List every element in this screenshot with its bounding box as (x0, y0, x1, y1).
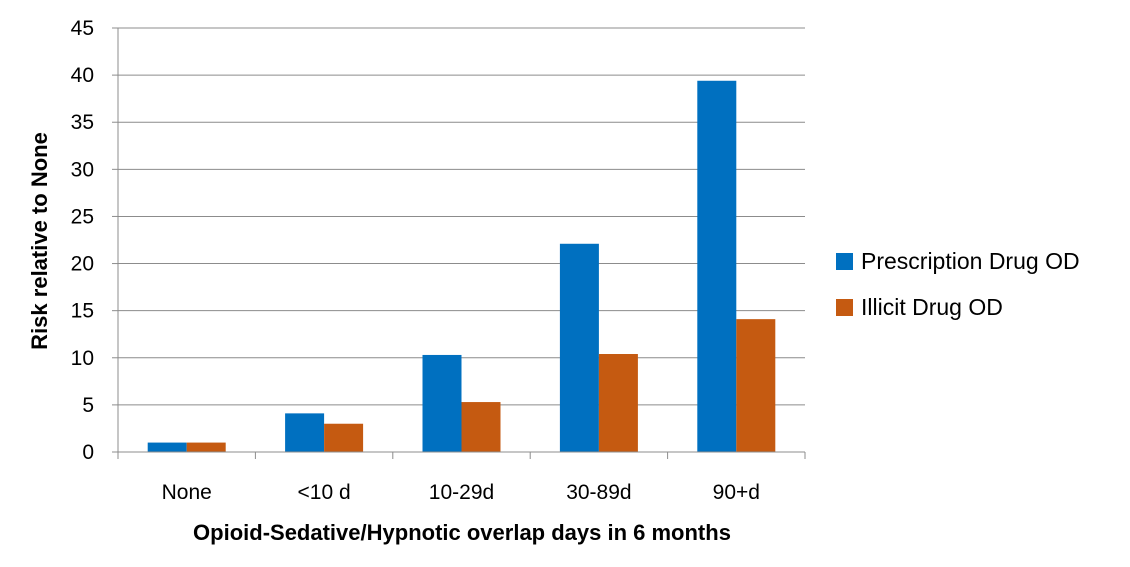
x-tick-label: 10-29d (429, 481, 494, 504)
bar-illicit-drug-od-1 (324, 423, 364, 452)
x-tick-label: 90+d (713, 481, 760, 504)
bar-prescription-drug-od-3 (559, 243, 599, 452)
legend-swatch (836, 299, 853, 316)
bar-prescription-drug-od-4 (697, 80, 737, 453)
legend-label: Prescription Drug OD (861, 248, 1080, 274)
bar-prescription-drug-od-1 (285, 413, 325, 452)
bar-prescription-drug-od-0 (147, 442, 187, 452)
y-tick-label: 45 (71, 17, 94, 40)
y-tick-label: 30 (71, 158, 94, 181)
x-tick-label: <10 d (298, 481, 351, 504)
y-tick-label: 5 (82, 394, 94, 417)
legend-swatch (836, 253, 853, 270)
gridlines (112, 27, 805, 453)
legend-label: Illicit Drug OD (861, 294, 1003, 320)
y-tick-label: 10 (71, 347, 94, 370)
bar-prescription-drug-od-2 (422, 354, 462, 452)
bars (147, 80, 776, 453)
bar-illicit-drug-od-0 (186, 442, 226, 452)
y-axis-title: Risk relative to None (27, 132, 52, 350)
bar-illicit-drug-od-2 (461, 402, 501, 452)
legend: Prescription Drug OD Illicit Drug OD (836, 248, 1080, 320)
x-tick-label: None (162, 481, 212, 504)
bar-illicit-drug-od-4 (736, 319, 776, 452)
y-tick-labels: 0 5 10 15 20 25 30 35 40 45 (71, 17, 94, 464)
y-tick-label: 40 (71, 64, 94, 87)
axes (117, 28, 806, 459)
y-tick-label: 0 (82, 441, 94, 464)
y-tick-label: 35 (71, 111, 94, 134)
x-tick-label: 30-89d (566, 481, 631, 504)
y-tick-label: 20 (71, 253, 94, 276)
y-tick-label: 15 (71, 300, 94, 323)
y-tick-label: 25 (71, 205, 94, 228)
x-axis-title: Opioid-Sedative/Hypnotic overlap days in… (193, 520, 731, 545)
x-tick-labels: None <10 d 10-29d 30-89d 90+d (162, 481, 760, 504)
bar-illicit-drug-od-3 (598, 354, 638, 452)
